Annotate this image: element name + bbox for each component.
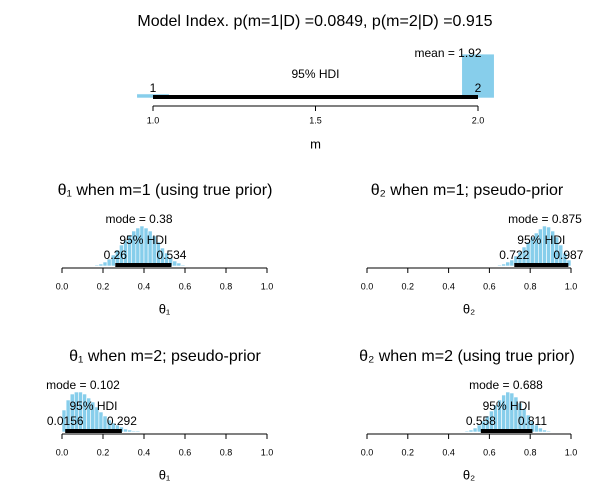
chart-title: θ₂ when m=2 (using true prior) bbox=[359, 348, 575, 365]
hdi-end-label: 0.722 bbox=[499, 248, 529, 262]
hdi-end-label: 2 bbox=[475, 81, 482, 95]
x-axis-label: m bbox=[310, 136, 321, 151]
bar bbox=[123, 428, 128, 433]
center-label: mean = 1.92 bbox=[414, 46, 481, 60]
bar bbox=[176, 262, 182, 267]
bar bbox=[464, 430, 470, 433]
bar bbox=[546, 430, 551, 433]
x-tick-label: 1.0 bbox=[565, 447, 578, 457]
hdi-label: 95% HDI bbox=[70, 399, 118, 413]
hdi-end-label: 1 bbox=[150, 81, 157, 95]
bar bbox=[461, 53, 495, 99]
x-tick-label: 1.0 bbox=[261, 281, 274, 291]
center-label: mode = 0.38 bbox=[105, 212, 172, 226]
center-label: mode = 0.102 bbox=[46, 378, 120, 392]
bar bbox=[94, 264, 100, 267]
x-tick-label: 1.0 bbox=[147, 115, 160, 125]
x-tick-label: 0.6 bbox=[483, 447, 496, 457]
hdi-label: 95% HDI bbox=[291, 67, 339, 81]
chart-title: Model Index. p(m=1|D) =0.0849, p(m=2|D) … bbox=[137, 13, 492, 30]
hdi-end-label: 0.558 bbox=[466, 414, 496, 428]
x-tick-label: 0.6 bbox=[483, 281, 496, 291]
hdi-end-label: 0.26 bbox=[104, 248, 128, 262]
x-tick-label: 1.0 bbox=[261, 447, 274, 457]
x-tick-label: 0.6 bbox=[179, 281, 192, 291]
center-label: mode = 0.875 bbox=[508, 212, 582, 226]
x-tick-label: 1.5 bbox=[309, 115, 322, 125]
x-axis-label: θ₂ bbox=[463, 301, 475, 316]
hdi-end-label: 0.292 bbox=[107, 414, 137, 428]
x-tick-label: 0.4 bbox=[138, 447, 151, 457]
x-tick-label: 0.8 bbox=[220, 447, 233, 457]
chart-title: θ₂ when m=1; pseudo-prior bbox=[371, 182, 564, 199]
hdi-end-label: 0.0156 bbox=[47, 414, 84, 428]
bar bbox=[131, 430, 137, 433]
x-tick-label: 0.4 bbox=[442, 281, 455, 291]
x-axis-label: θ₁ bbox=[159, 467, 171, 482]
x-tick-label: 0.8 bbox=[524, 281, 537, 291]
x-tick-label: 0.0 bbox=[361, 281, 374, 291]
x-tick-label: 0.0 bbox=[56, 281, 69, 291]
hdi-end-label: 0.811 bbox=[518, 414, 547, 428]
x-tick-label: 0.4 bbox=[442, 447, 455, 457]
x-tick-label: 0.2 bbox=[97, 447, 110, 457]
chart-title: θ₁ when m=1 (using true prior) bbox=[58, 182, 273, 199]
hdi-end-label: 0.534 bbox=[156, 248, 186, 262]
chart-title: θ₁ when m=2; pseudo-prior bbox=[69, 348, 261, 365]
x-tick-label: 0.2 bbox=[402, 281, 415, 291]
x-tick-label: 0.2 bbox=[402, 447, 415, 457]
x-tick-label: 0.8 bbox=[524, 447, 537, 457]
x-tick-label: 0.2 bbox=[97, 281, 110, 291]
x-tick-label: 0.0 bbox=[56, 447, 69, 457]
x-tick-label: 0.0 bbox=[361, 447, 374, 457]
x-tick-label: 0.4 bbox=[138, 281, 151, 291]
x-tick-label: 0.8 bbox=[220, 281, 233, 291]
bar bbox=[501, 263, 507, 267]
bar bbox=[505, 261, 511, 267]
bar bbox=[497, 264, 502, 267]
x-axis-label: θ₂ bbox=[463, 467, 475, 482]
hdi-label: 95% HDI bbox=[517, 233, 565, 247]
center-label: mode = 0.688 bbox=[469, 378, 543, 392]
hdi-end-label: 0.987 bbox=[553, 248, 583, 262]
bar bbox=[98, 263, 104, 267]
bar bbox=[538, 427, 543, 433]
bar bbox=[127, 429, 132, 433]
bar bbox=[102, 261, 108, 267]
hdi-label: 95% HDI bbox=[483, 399, 531, 413]
x-tick-label: 2.0 bbox=[472, 115, 485, 125]
hdi-label: 95% HDI bbox=[119, 233, 167, 247]
x-tick-label: 0.6 bbox=[179, 447, 192, 457]
bar bbox=[468, 429, 474, 433]
x-tick-label: 1.0 bbox=[565, 281, 578, 291]
bar bbox=[542, 429, 547, 433]
bar bbox=[135, 430, 141, 433]
bar bbox=[472, 427, 478, 433]
x-axis-label: θ₁ bbox=[159, 301, 171, 316]
bar bbox=[180, 264, 186, 267]
